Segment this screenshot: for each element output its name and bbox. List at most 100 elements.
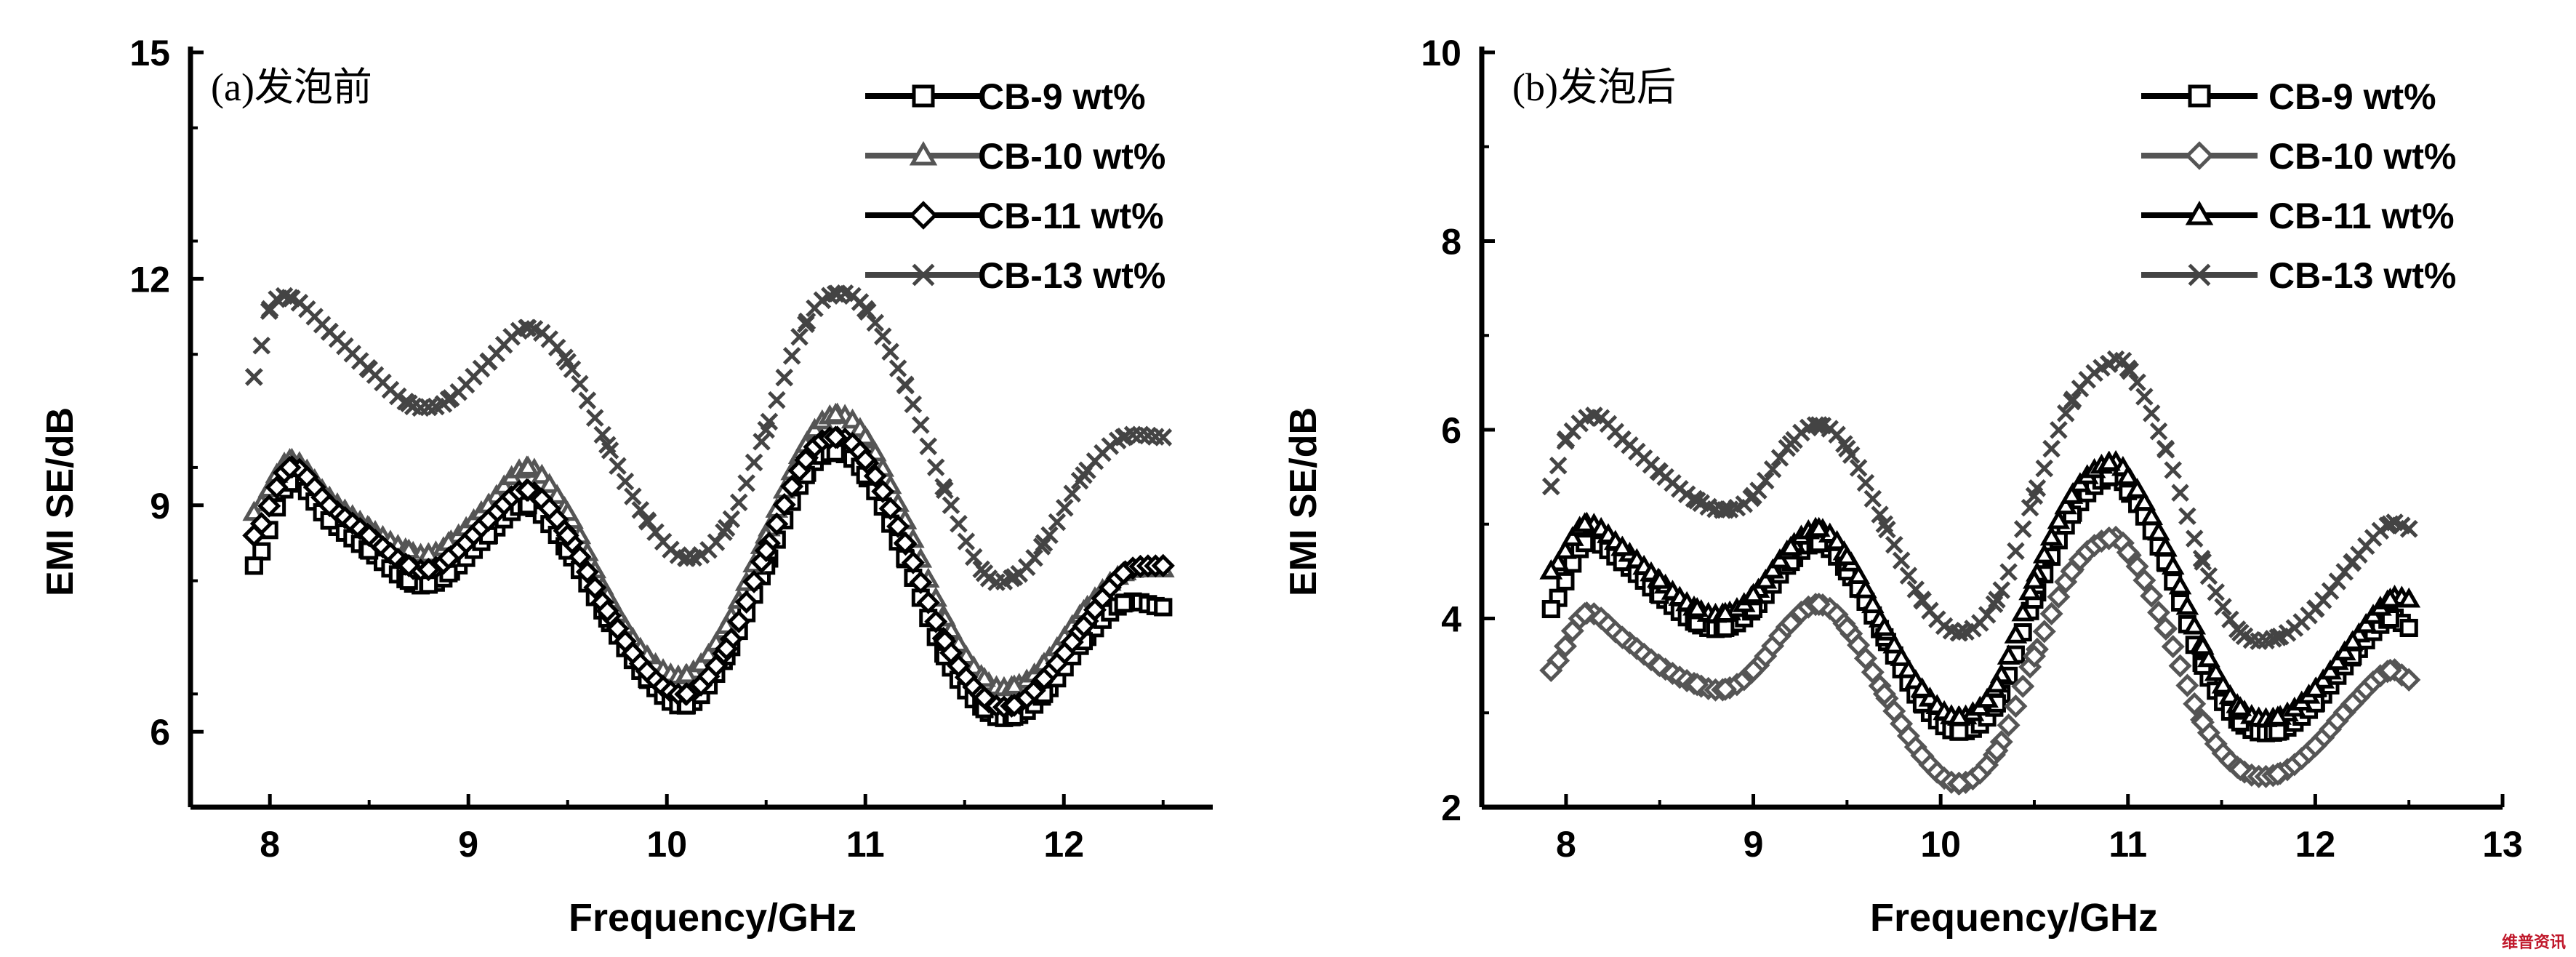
data-point-b-2 [1573,601,1597,626]
series-marker-b-3 [1825,529,1849,550]
series-marker-b-4 [1871,505,1889,524]
series-marker-b-3 [2183,614,2207,635]
legend-marker-a-2 [909,141,938,166]
data-point-a-3 [397,553,421,577]
data-point-b-1 [2399,618,2418,637]
y-tick-label-a: 12 [129,259,170,300]
x-axis-label-b: Frequency/GHz [1870,896,2158,940]
series-marker-b-3 [1554,539,1577,559]
data-point-b-3 [2191,634,2215,655]
data-point-a-4 [757,420,775,439]
series-marker-b-4 [2135,388,2154,406]
x-tick-label-a: 10 [646,824,687,865]
series-marker-b-3 [2140,505,2164,525]
data-point-b-3 [2023,569,2046,589]
series-marker-b-3 [2197,646,2220,668]
data-point-a-2 [242,500,266,521]
series-marker-a-4 [775,368,794,387]
series-marker-b-4 [1885,535,1903,554]
data-point-a-2 [1003,674,1026,694]
series-marker-b-3 [2175,594,2199,615]
data-point-b-3 [1685,597,1709,617]
series-marker-b-2 [1853,646,1877,670]
series-marker-b-3 [2326,649,2349,670]
series-marker-b-4 [1549,456,1568,475]
series-marker-b-4 [1992,581,2011,599]
data-point-a-4 [281,289,299,307]
data-point-b-4 [1913,590,1931,609]
series-marker-b-3 [1754,568,1778,589]
series-marker-b-2 [1997,713,2021,737]
data-point-b-4 [1744,486,1762,505]
series-marker-a-4 [722,510,741,529]
series-marker-b-4 [2199,566,2218,585]
series-a-3 [242,425,1175,719]
series-marker-b-2 [2132,568,2156,593]
data-point-a-2 [973,667,996,687]
data-point-b-4 [1810,416,1828,434]
series-marker-a-4 [616,472,635,491]
y-tick-label-a: 6 [150,712,170,753]
data-point-a-4 [598,436,617,455]
data-point-b-3 [1714,601,1737,622]
series-marker-b-4 [2214,598,2232,616]
data-point-b-3 [1648,569,1672,589]
data-point-b-2 [1947,772,1971,796]
x-tick-label-b: 11 [2108,824,2147,865]
data-point-b-4 [1988,590,2006,609]
series-marker-b-3 [1975,687,1999,708]
series-marker-b-4 [2221,610,2239,628]
data-point-a-4 [320,322,339,341]
series-marker-b-4 [1899,566,1918,585]
data-point-b-3 [1573,512,1597,532]
data-point-a-3 [357,524,381,548]
data-point-b-2 [2060,559,2084,583]
data-point-b-2 [2378,658,2402,682]
series-marker-a-3 [909,570,933,594]
series-marker-b-3 [1861,593,1885,614]
series-marker-b-2 [2125,554,2149,578]
legend-a: CB-9 wt% CB-10 wt% CB-11 wt% CB-13 wt% [865,76,1165,296]
data-point-b-2 [1910,743,1934,767]
data-point-a-3 [278,455,302,479]
panel-label-b: (b)发泡后 [1512,65,1676,109]
data-point-b-3 [2341,630,2364,650]
data-point-a-3 [1112,561,1136,585]
series-marker-b-3 [2161,554,2185,575]
series-marker-b-4 [1978,606,1997,624]
data-point-b-1 [1541,600,1560,619]
series-marker-b-4 [2142,404,2161,423]
data-point-a-3 [595,599,619,623]
data-point-a-3 [318,493,342,517]
series-marker-a-4 [609,457,627,476]
data-point-b-3 [1539,559,1563,580]
data-point-a-2 [516,455,539,476]
legend-marker-b-2 [2185,141,2214,170]
data-point-a-3 [824,425,848,449]
data-point-a-4 [260,300,279,319]
data-point-a-3 [973,686,997,710]
axes-frame-b: 8 9 10 11 12 13 2 4 6 8 10 [1421,33,2522,865]
data-point-b-4 [1650,463,1669,481]
data-point-b-3 [1910,677,1934,697]
series-marker-a-4 [1063,484,1081,502]
x-axis-label-a: Frequency/GHz [569,896,856,940]
series-marker-a-3 [901,550,925,574]
data-point-b-3 [2397,588,2421,608]
series-marker-a-3 [924,609,948,633]
legend-marker-a-1 [912,84,935,108]
series-marker-b-2 [2004,694,2028,718]
data-point-b-4 [1716,501,1735,519]
series-marker-b-4 [1763,460,1782,478]
series-marker-a-4 [926,458,945,476]
data-point-a-4 [678,549,696,567]
series-marker-a-3 [863,464,887,488]
data-point-b-2 [1872,682,1896,706]
data-point-a-1 [244,556,263,575]
data-point-a-4 [1154,428,1173,447]
series-marker-b-4 [2164,461,2182,479]
data-point-a-4 [1005,568,1024,586]
series-marker-a-4 [888,359,907,377]
series-b-3 [1539,449,2421,727]
series-marker-a-3 [265,476,289,500]
